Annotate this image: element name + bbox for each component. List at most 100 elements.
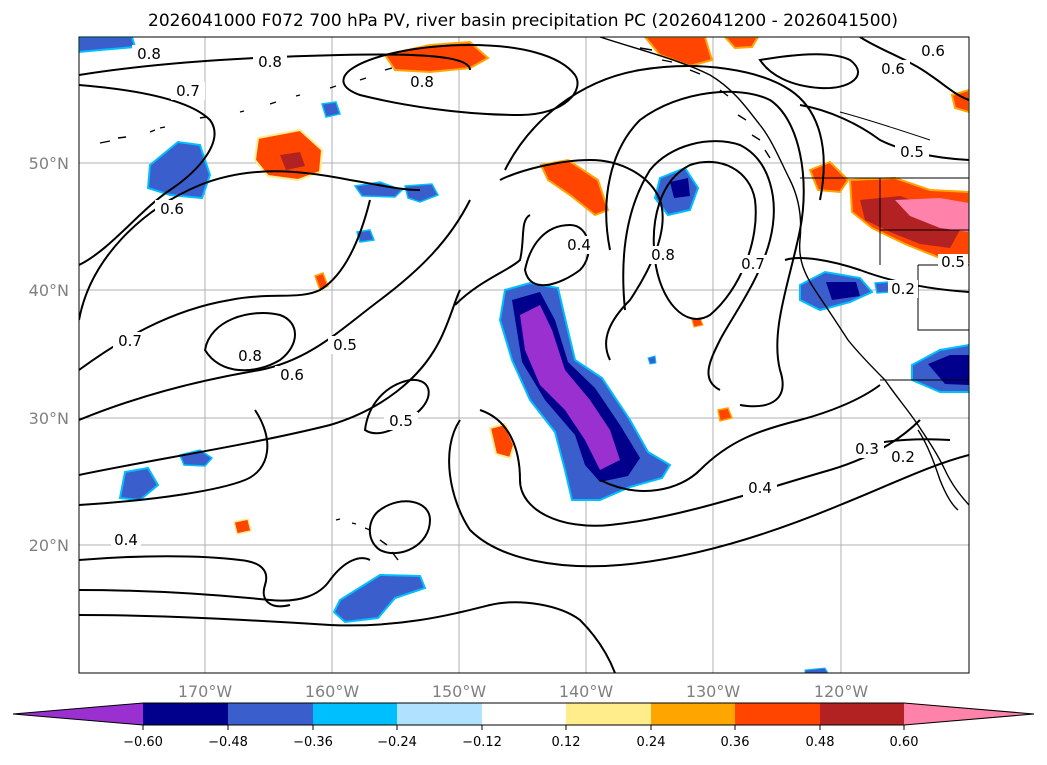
colorbar-segment <box>651 703 735 725</box>
colorbar-segment <box>397 703 482 725</box>
longitude-labels: 170°W 160°W 150°W 140°W 130°W 120°W <box>178 682 869 701</box>
contour-label: 0.5 <box>333 336 357 354</box>
contour-label: 0.7 <box>176 82 200 100</box>
anomaly-patch <box>647 355 657 365</box>
contour-label: 0.6 <box>160 200 184 218</box>
pv-contour <box>784 257 969 293</box>
anomaly-patch <box>723 37 760 50</box>
pv-contour <box>599 384 881 492</box>
contour-label: 0.6 <box>921 42 945 60</box>
contour-label: 0.8 <box>258 53 282 71</box>
coastline-aleutians <box>99 67 393 144</box>
anomaly-patch <box>643 37 714 68</box>
anomaly-patch <box>118 466 160 502</box>
contour-label: 0.8 <box>651 246 675 264</box>
anomaly-patch <box>826 282 860 300</box>
contour-label: 0.8 <box>410 73 434 91</box>
colorbar-tick-label: −0.24 <box>377 735 417 750</box>
anomaly-patch <box>404 183 440 203</box>
map-frame <box>78 36 970 674</box>
contour-label: 0.5 <box>389 412 413 430</box>
border-coast-inland <box>839 111 931 141</box>
lon-label: 170°W <box>178 682 233 701</box>
lon-label: 130°W <box>686 682 741 701</box>
colorbar-tick-label: 0.12 <box>552 735 581 750</box>
pv-contour <box>368 500 432 555</box>
pv-contours <box>79 37 969 673</box>
pv-contour <box>504 65 825 201</box>
coastline-baja <box>917 429 959 511</box>
colorbar-tick-label: −0.60 <box>123 735 163 750</box>
anomaly-patch <box>670 178 690 198</box>
pv-contour <box>79 199 471 421</box>
anomaly-patch <box>520 305 620 470</box>
contour-label: 0.4 <box>114 531 138 549</box>
colorbar-segment <box>566 703 651 725</box>
colorbar-tick-label: 0.36 <box>721 735 750 750</box>
contour-labels: 0.8 0.8 0.8 0.7 0.6 0.6 0.5 0.7 0.8 0.6 <box>111 42 968 554</box>
pv-contour <box>799 104 969 161</box>
lat-label: 40°N <box>29 281 69 300</box>
anomaly-patch <box>79 37 137 54</box>
pv-contour <box>859 37 969 101</box>
colorbar-tick-label: −0.48 <box>208 735 248 750</box>
anomaly-patch <box>808 160 850 194</box>
anomaly-patch <box>353 181 404 198</box>
colorbar-segment <box>228 703 313 725</box>
colorbar-tick-label: −0.36 <box>293 735 333 750</box>
pv-contour <box>454 214 531 306</box>
lat-label: 50°N <box>29 154 69 173</box>
anomaly-patch <box>717 407 734 422</box>
contour-label: 0.4 <box>748 479 772 497</box>
pv-contour <box>79 289 461 476</box>
lon-label: 140°W <box>559 682 614 701</box>
anomaly-patch <box>950 88 969 114</box>
anomaly-patch <box>321 101 341 118</box>
map-title: 2026041000 F072 700 hPa PV, river basin … <box>148 11 898 31</box>
anomaly-patch <box>804 667 829 673</box>
colorbar-segment <box>482 703 566 725</box>
contour-label: 0.2 <box>891 448 915 466</box>
colorbar-tick-label: 0.24 <box>637 735 666 750</box>
contour-label: 0.2 <box>891 280 915 298</box>
coastline-hawaii <box>335 518 399 561</box>
pv-contour <box>622 140 775 391</box>
contour-label: 0.5 <box>941 253 965 271</box>
coastline-islands <box>639 47 771 159</box>
colorbar-tick-label: 0.48 <box>806 735 835 750</box>
lon-label: 120°W <box>814 682 869 701</box>
contour-label: 0.7 <box>118 332 142 350</box>
lat-label: 20°N <box>29 536 69 555</box>
negative-anomaly-patches <box>79 37 969 673</box>
coastlines <box>99 37 969 561</box>
anomaly-patch <box>356 229 376 243</box>
contour-label: 0.6 <box>280 366 304 384</box>
anomaly-patch <box>280 152 305 170</box>
colorbar: −0.60 −0.48 −0.36 −0.24 −0.12 0.12 0.24 … <box>12 702 1035 750</box>
pv-contour <box>79 170 421 321</box>
pv-contour <box>79 84 216 266</box>
pv-contour <box>479 409 921 527</box>
coastline-north-america <box>599 37 969 506</box>
map-panel: 0.8 0.8 0.8 0.7 0.6 0.6 0.5 0.7 0.8 0.6 <box>78 36 970 674</box>
colorbar-extend-high <box>904 703 1034 725</box>
contour-label: 0.6 <box>881 60 905 78</box>
colorbar-segment <box>820 703 904 725</box>
colorbar-tick-label: 0.60 <box>890 735 919 750</box>
pv-contour <box>652 160 757 320</box>
anomaly-patch <box>146 140 212 200</box>
anomaly-patch <box>332 573 427 624</box>
pv-contour <box>448 419 969 568</box>
anomaly-patch <box>928 355 969 385</box>
colorbar-segment <box>735 703 820 725</box>
anomaly-patch <box>539 158 610 217</box>
anomaly-patch <box>895 198 969 232</box>
pv-contour <box>79 557 371 602</box>
pv-contour <box>79 601 616 673</box>
colorbar-tick-label: −0.12 <box>462 735 502 750</box>
contour-label: 0.8 <box>137 45 161 63</box>
pv-contour <box>758 53 859 90</box>
contour-label: 0.4 <box>567 236 591 254</box>
colorbar-segment <box>143 703 228 725</box>
contour-label: 0.8 <box>238 347 262 365</box>
